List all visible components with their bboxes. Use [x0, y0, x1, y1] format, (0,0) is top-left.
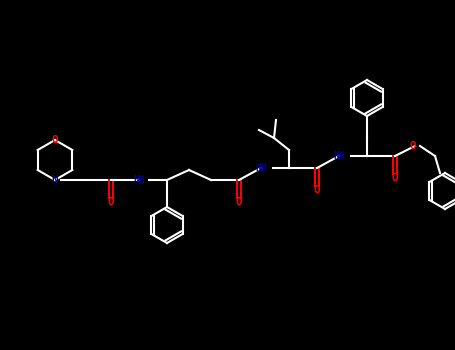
Text: O: O [51, 135, 58, 145]
Text: NH: NH [133, 175, 145, 185]
Text: O: O [108, 197, 114, 207]
Text: O: O [236, 197, 243, 207]
Text: O: O [313, 185, 320, 195]
Text: N: N [51, 175, 58, 185]
Text: O: O [392, 173, 399, 183]
Text: O: O [410, 141, 416, 151]
Text: NH: NH [333, 151, 345, 161]
Text: NH: NH [255, 163, 267, 173]
